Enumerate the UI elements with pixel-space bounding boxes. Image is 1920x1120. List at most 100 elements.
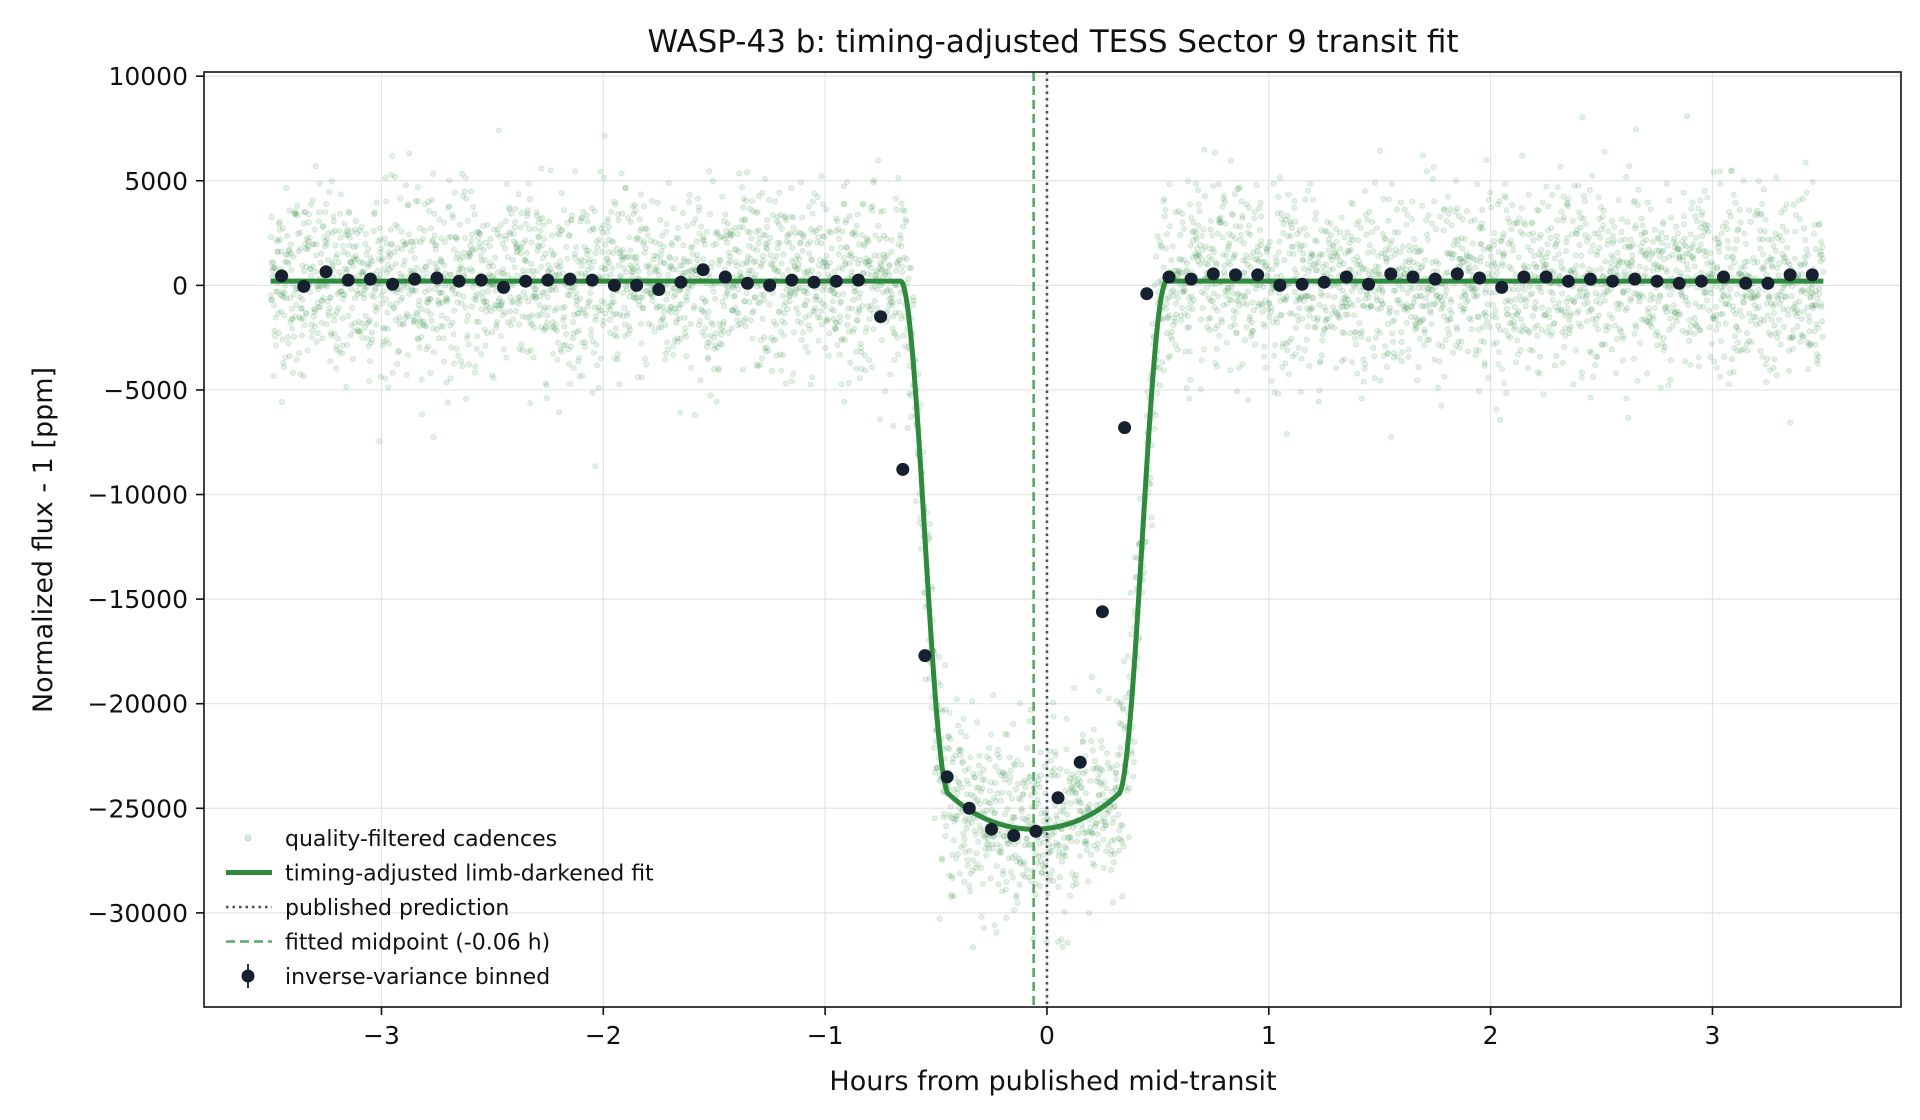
- raw-cadence-point: [796, 284, 804, 291]
- raw-cadence-point: [443, 379, 450, 386]
- raw-cadence-point: [1397, 248, 1404, 255]
- raw-cadence-point: [866, 258, 873, 265]
- raw-cadence-point: [1463, 208, 1470, 215]
- raw-cadence-point: [745, 270, 752, 277]
- raw-cadence-point: [1111, 850, 1118, 858]
- raw-cadence-point: [427, 369, 434, 377]
- raw-cadence-point: [1705, 228, 1712, 235]
- raw-cadence-point: [497, 333, 505, 340]
- raw-cadence-point: [1623, 304, 1631, 311]
- raw-cadence-point: [291, 333, 298, 340]
- raw-cadence-point: [830, 289, 838, 296]
- raw-cadence-point: [584, 266, 592, 273]
- raw-cadence-point: [1499, 262, 1506, 269]
- raw-cadence-point: [603, 229, 611, 236]
- raw-cadence-point: [1806, 328, 1813, 335]
- raw-cadence-point: [729, 231, 736, 239]
- raw-cadence-point: [605, 249, 612, 256]
- raw-cadence-point: [273, 288, 280, 295]
- raw-cadence-point: [399, 294, 406, 301]
- raw-cadence-point: [451, 307, 458, 314]
- raw-cadence-point: [1586, 186, 1593, 194]
- raw-cadence-point: [1292, 324, 1300, 331]
- raw-cadence-point: [1318, 292, 1326, 299]
- raw-cadence-point: [763, 244, 770, 251]
- raw-cadence-point: [1640, 293, 1647, 300]
- raw-cadence-point: [1708, 340, 1715, 347]
- raw-cadence-point: [311, 309, 318, 316]
- raw-cadence-point: [1639, 222, 1646, 229]
- raw-cadence-point: [601, 300, 608, 307]
- raw-cadence-point: [1666, 197, 1673, 204]
- raw-cadence-point: [280, 363, 287, 370]
- raw-cadence-point: [301, 322, 308, 329]
- raw-cadence-point: [1555, 250, 1562, 257]
- raw-cadence-point: [1554, 217, 1561, 224]
- raw-cadence-point: [1432, 226, 1440, 233]
- raw-cadence-point: [593, 313, 600, 320]
- raw-cadence-point: [1714, 263, 1721, 271]
- raw-cadence-point: [1168, 336, 1176, 343]
- raw-cadence-point: [1660, 335, 1667, 342]
- raw-cadence-point: [670, 351, 677, 358]
- raw-cadence-point: [1234, 388, 1241, 395]
- raw-cadence-point: [979, 785, 986, 792]
- raw-cadence-point: [465, 341, 472, 348]
- raw-cadence-point: [1037, 749, 1044, 756]
- raw-cadence-point: [1500, 380, 1508, 387]
- raw-cadence-point: [1216, 332, 1223, 339]
- raw-cadence-point: [799, 329, 807, 336]
- raw-cadence-point: [795, 261, 802, 268]
- raw-cadence-point: [1178, 317, 1185, 324]
- raw-cadence-point: [767, 260, 774, 267]
- raw-cadence-point: [1390, 338, 1397, 346]
- raw-cadence-point: [377, 249, 384, 256]
- raw-cadence-point: [298, 305, 305, 312]
- raw-cadence-point: [797, 240, 804, 247]
- raw-cadence-point: [1072, 789, 1079, 797]
- raw-cadence-point: [267, 234, 274, 241]
- raw-cadence-point: [1605, 323, 1613, 330]
- raw-cadence-point: [845, 328, 853, 335]
- raw-cadence-point: [1214, 230, 1222, 237]
- raw-cadence-point: [369, 257, 376, 264]
- raw-cadence-point: [1035, 777, 1042, 784]
- raw-cadence-point: [740, 204, 747, 211]
- raw-cadence-point: [1576, 241, 1583, 249]
- raw-cadence-point: [1336, 229, 1344, 236]
- raw-cadence-point: [1416, 335, 1424, 343]
- raw-cadence-point: [638, 340, 645, 347]
- raw-cadence-point: [272, 264, 279, 271]
- raw-cadence-point: [1441, 205, 1448, 212]
- raw-cadence-point: [1221, 272, 1228, 279]
- raw-cadence-point: [376, 225, 383, 232]
- raw-cadence-point: [587, 289, 594, 297]
- raw-cadence-point: [535, 233, 543, 240]
- raw-cadence-point: [1082, 790, 1090, 797]
- raw-cadence-point: [384, 261, 391, 268]
- raw-cadence-point: [809, 198, 817, 205]
- raw-cadence-point: [471, 295, 478, 303]
- raw-cadence-point: [593, 341, 600, 348]
- raw-cadence-point: [1796, 216, 1803, 223]
- raw-cadence-point: [1700, 303, 1707, 310]
- raw-cadence-point: [1663, 180, 1670, 187]
- raw-cadence-point: [650, 256, 657, 263]
- raw-cadence-point: [269, 267, 276, 274]
- raw-cadence-point: [1179, 210, 1186, 217]
- raw-cadence-point: [803, 284, 810, 292]
- raw-cadence-point: [1214, 307, 1221, 314]
- raw-cadence-point: [1009, 874, 1017, 881]
- raw-cadence-point: [672, 309, 680, 316]
- raw-cadence-point: [889, 299, 897, 306]
- raw-cadence-point: [1615, 197, 1622, 204]
- raw-cadence-point: [1578, 323, 1585, 330]
- raw-cadence-point: [754, 209, 761, 216]
- raw-cadence-point: [1741, 230, 1748, 237]
- raw-cadence-point: [728, 325, 735, 332]
- raw-cadence-point: [403, 240, 410, 247]
- raw-cadence-point: [937, 682, 944, 689]
- raw-cadence-point: [1792, 228, 1799, 235]
- raw-cadence-point: [359, 271, 366, 278]
- raw-cadence-point: [843, 243, 850, 251]
